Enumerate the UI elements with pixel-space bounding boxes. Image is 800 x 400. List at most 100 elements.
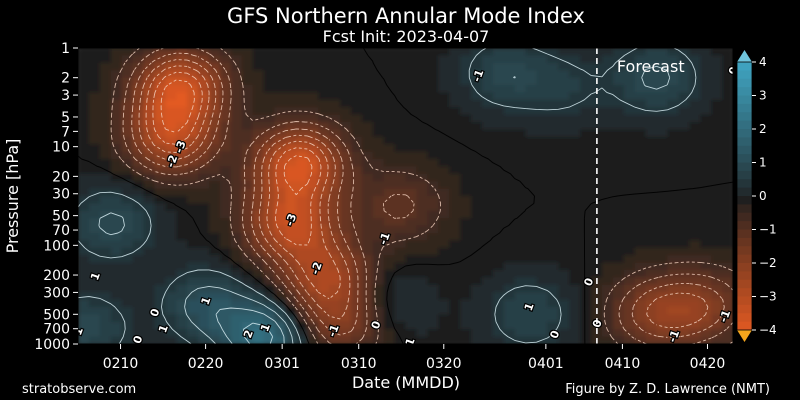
heatmap-cell — [329, 159, 341, 167]
heatmap-cell — [361, 321, 374, 330]
heatmap-cell — [492, 203, 505, 212]
heatmap-cell — [427, 270, 439, 278]
heatmap-cell — [656, 92, 669, 101]
heatmap-cell — [143, 122, 156, 130]
heatmap-cell — [503, 107, 516, 116]
heatmap-cell — [285, 314, 297, 323]
heatmap-cell — [296, 307, 308, 315]
heatmap-cell — [350, 210, 363, 219]
heatmap-cell — [449, 210, 461, 219]
heatmap-cell — [230, 181, 243, 190]
heatmap-cell — [460, 144, 472, 153]
heatmap-cell — [318, 203, 330, 212]
colorbar-min-cap — [737, 330, 752, 342]
heatmap-cell — [78, 48, 90, 56]
heatmap-cell — [394, 55, 407, 64]
heatmap-cell — [318, 159, 330, 167]
heatmap-cell — [361, 114, 374, 123]
heatmap-cell — [219, 99, 232, 108]
heatmap-cell — [274, 92, 287, 101]
heatmap-cell — [722, 277, 733, 286]
heatmap-cell — [580, 188, 592, 197]
heatmap-cell — [667, 114, 680, 123]
heatmap-cell — [722, 92, 733, 101]
heatmap-cell — [492, 284, 505, 293]
heatmap-cell — [689, 48, 701, 56]
heatmap-cell — [514, 329, 527, 338]
heatmap-cell — [580, 70, 592, 79]
heatmap-cell — [722, 99, 733, 108]
heatmap-cell — [187, 329, 199, 338]
heatmap-cell — [198, 307, 210, 315]
heatmap-cell — [405, 210, 418, 219]
heatmap-cell — [481, 181, 494, 190]
heatmap-cell — [383, 136, 396, 145]
heatmap-cell — [78, 122, 90, 130]
heatmap-cell — [187, 48, 199, 56]
heatmap-cell — [121, 85, 134, 93]
heatmap-cell — [88, 48, 101, 56]
heatmap-cell — [569, 151, 581, 160]
heatmap-cell — [263, 329, 276, 338]
colorbar-segment — [737, 212, 752, 222]
heatmap-cell — [110, 255, 123, 264]
heatmap-cell — [318, 144, 330, 153]
heatmap-cell — [340, 85, 352, 93]
heatmap-cell — [187, 255, 199, 264]
heatmap-cell — [536, 114, 549, 123]
heatmap-cell — [689, 262, 701, 271]
heatmap-cell — [241, 70, 254, 79]
heatmap-cell — [427, 307, 439, 315]
heatmap-cell — [612, 329, 625, 338]
heatmap-cell — [154, 240, 166, 249]
x-tick-label: 0420 — [690, 356, 726, 372]
heatmap-cell — [361, 284, 374, 293]
heatmap-cell — [438, 122, 450, 130]
heatmap-cell — [558, 270, 570, 278]
heatmap-cell — [165, 336, 177, 344]
heatmap-cell — [612, 284, 625, 293]
heatmap-cell — [460, 107, 472, 116]
heatmap-cell — [230, 77, 243, 86]
heatmap-cell — [634, 292, 647, 301]
heatmap-cell — [198, 48, 210, 56]
heatmap-cell — [449, 203, 461, 212]
heatmap-cell — [405, 329, 418, 338]
heatmap-cell — [176, 314, 188, 323]
heatmap-cell — [711, 99, 723, 108]
heatmap-cell — [219, 292, 232, 301]
heatmap-cell — [361, 292, 374, 301]
contour-line — [215, 307, 285, 344]
heatmap-cell — [88, 122, 101, 130]
heatmap-cell — [580, 247, 592, 256]
heatmap-cell — [132, 151, 145, 160]
heatmap-cell — [460, 225, 472, 234]
heatmap-cell — [361, 166, 374, 175]
heatmap-cell — [241, 129, 254, 138]
heatmap-cell — [252, 99, 265, 108]
heatmap-cell — [110, 240, 123, 249]
heatmap-cell — [569, 270, 581, 278]
colorbar-segment — [737, 254, 752, 264]
heatmap-cell — [580, 292, 592, 301]
heatmap-cell — [405, 218, 418, 227]
heatmap-cell — [569, 196, 581, 204]
heatmap-cell — [209, 62, 221, 71]
heatmap-cell — [547, 181, 559, 190]
heatmap-cell — [176, 92, 188, 101]
heatmap-cell — [558, 48, 570, 56]
heatmap-cell — [634, 321, 647, 330]
heatmap-cell — [536, 129, 549, 138]
heatmap-cell — [219, 144, 232, 153]
heatmap-cell — [700, 210, 712, 219]
heatmap-cell — [307, 336, 319, 344]
heatmap-cell — [634, 159, 647, 167]
heatmap-cell — [198, 262, 210, 271]
heatmap-cell — [383, 329, 396, 338]
heatmap-cell — [340, 210, 352, 219]
heatmap-cell — [569, 136, 581, 145]
heatmap-cell — [78, 55, 90, 64]
heatmap-cell — [460, 321, 472, 330]
heatmap-cell — [165, 77, 177, 86]
heatmap-cell — [438, 159, 450, 167]
